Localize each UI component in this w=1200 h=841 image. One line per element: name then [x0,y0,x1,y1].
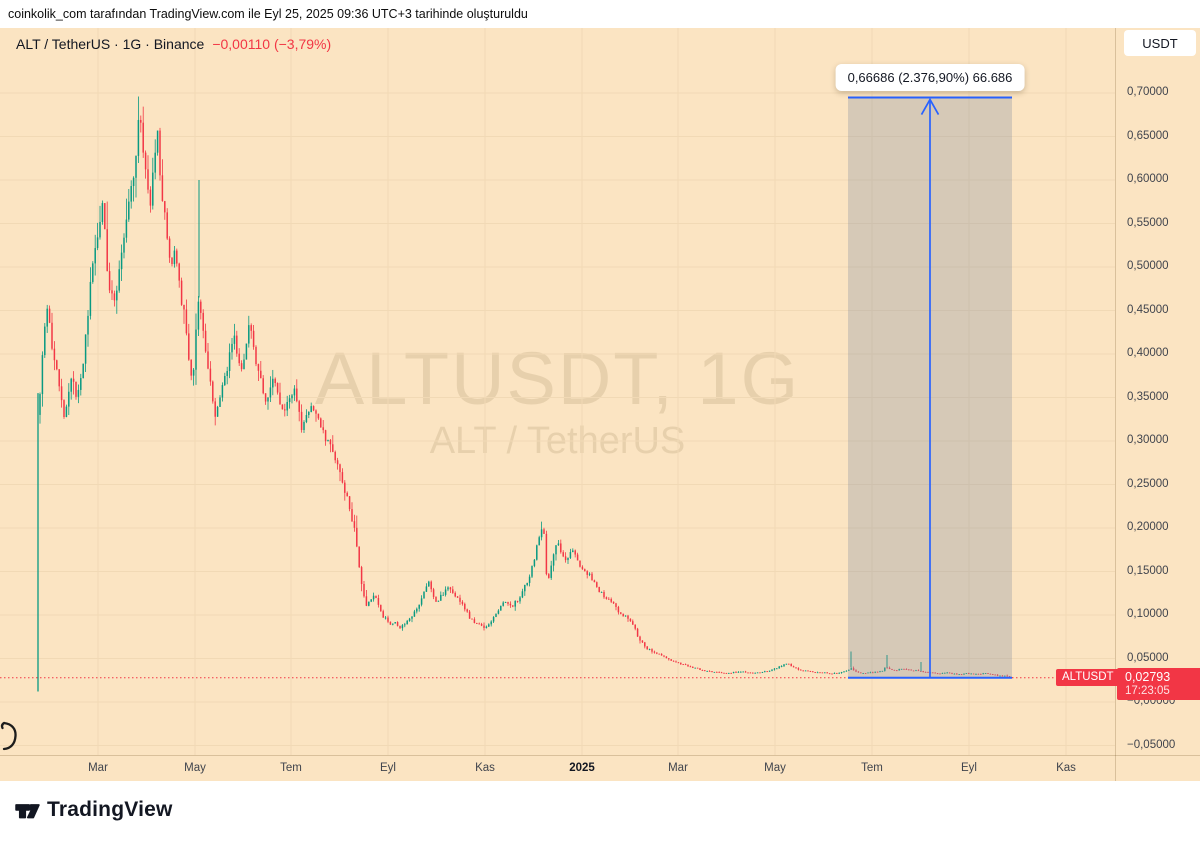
time-tick-label[interactable]: Eyl [961,762,977,774]
brand-name: TradingView [47,798,173,821]
price-tick-label[interactable]: 0,55000 [1127,216,1169,229]
time-tick-label[interactable]: Mar [88,762,108,774]
candlestick-chart[interactable] [0,28,1115,755]
price-tick-label[interactable]: 0,45000 [1127,303,1169,316]
currency-unit-button[interactable]: USDT [1124,30,1196,56]
price-tick-label[interactable]: 0,65000 [1127,129,1169,142]
price-tick-label[interactable]: 0,05000 [1127,651,1169,664]
price-change: −0,00110 (−3,79%) [212,36,332,52]
time-tick-label[interactable]: Kas [1056,762,1076,774]
last-price-time: 17:23:05 [1125,685,1170,697]
price-axis-separator[interactable] [1115,28,1116,781]
price-tick-label[interactable]: −0,05000 [1127,738,1176,751]
symbol-title: ALT / TetherUS · 1G · Binance [16,36,205,52]
last-price-symbol-label: ALTUSDT [1056,669,1120,686]
price-tick-label[interactable]: 0,50000 [1127,260,1169,272]
attribution-bar: coinkolik_com tarafından TradingView.com… [0,0,1200,28]
time-axis-separator[interactable] [0,755,1200,756]
chart-area[interactable]: ALTUSDT, 1G ALT / TetherUS ALT / TetherU… [0,28,1200,781]
time-tick-label[interactable]: Eyl [380,762,396,774]
cutoff-logo-icon [0,721,17,751]
tradingview-logo-icon [15,804,40,819]
price-tick-label[interactable]: 0,60000 [1127,173,1169,185]
price-tick-label[interactable]: 0,10000 [1127,608,1169,620]
time-tick-label[interactable]: Kas [475,762,495,774]
measure-tooltip: 0,66686 (2.376,90%) 66.686 [835,64,1025,91]
time-tick-label[interactable]: 2025 [569,762,595,774]
time-tick-label[interactable]: Mar [668,762,688,774]
chart-legend[interactable]: ALT / TetherUS · 1G · Binance −0,00110 (−… [16,36,331,52]
price-tick-label[interactable]: 0,35000 [1127,390,1169,403]
price-tick-label[interactable]: 0,20000 [1127,521,1169,533]
time-tick-label[interactable]: Tem [280,762,302,774]
price-tick-label[interactable]: 0,70000 [1127,86,1169,98]
price-tick-label[interactable]: 0,30000 [1127,434,1169,446]
last-price-box: 0,02793 17:23:05 [1117,668,1200,700]
time-tick-label[interactable]: May [764,762,786,774]
attribution-text: coinkolik_com tarafından TradingView.com… [8,7,528,21]
time-tick-label[interactable]: May [184,762,206,774]
price-tick-label[interactable]: 0,40000 [1127,347,1169,359]
time-tick-label[interactable]: Tem [861,762,883,774]
last-price-value: 0,02793 [1125,670,1171,684]
footer-bar: TradingView [0,781,1200,841]
price-tick-label[interactable]: 0,25000 [1127,477,1169,490]
price-tick-label[interactable]: 0,15000 [1127,564,1169,577]
